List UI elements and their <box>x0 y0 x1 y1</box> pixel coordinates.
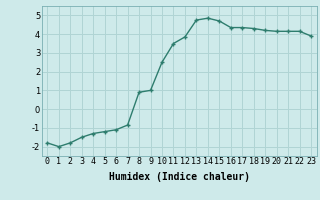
X-axis label: Humidex (Indice chaleur): Humidex (Indice chaleur) <box>109 172 250 182</box>
